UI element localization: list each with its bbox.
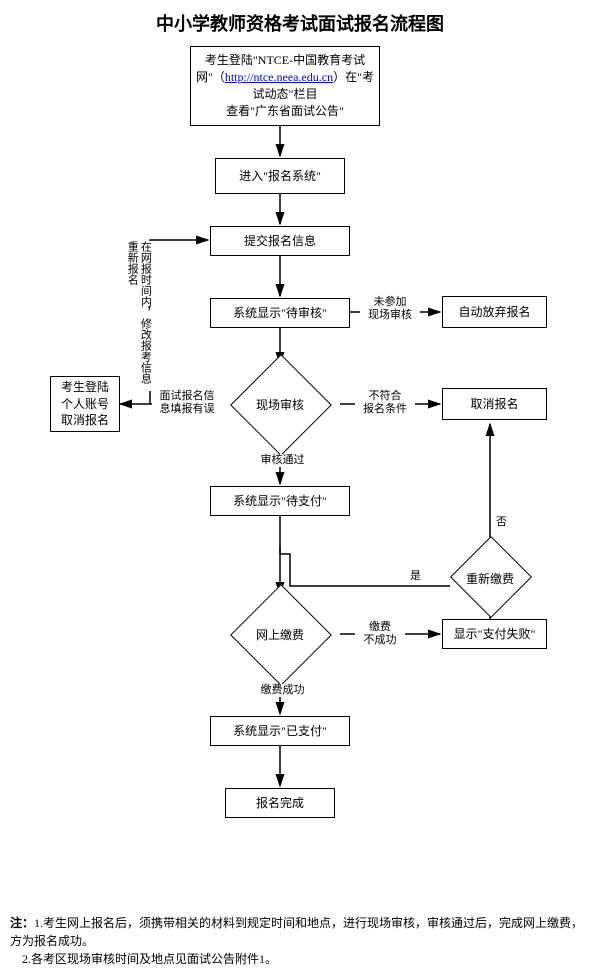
notes-lead: 注： — [10, 916, 34, 930]
flowchart: 考生登陆"NTCE-中国教育考试网"（http://ntce.neea.edu.… — [10, 46, 590, 906]
node-complete: 报名完成 — [225, 788, 335, 818]
label-pay-fail: 缴费 不成功 — [355, 621, 405, 647]
node-auto-abandon: 自动放弃报名 — [442, 296, 547, 328]
node-pending-payment: 系统显示"待支付" — [210, 486, 350, 516]
node-cancel-login: 考生登陆 个人账号 取消报名 — [50, 376, 120, 432]
label-pay-success: 缴费成功 — [255, 684, 310, 697]
label-info-error: 面试报名信 息填报有误 — [152, 390, 222, 416]
notes-line1: 1.考生网上报名后，须携带相关的材料到规定时间和地点，进行现场审核，审核通过后，… — [10, 916, 583, 948]
node-pay-failed: 显示"支付失败" — [442, 619, 547, 649]
node-submit-info: 提交报名信息 — [210, 226, 350, 256]
page-title: 中小学教师资格考试面试报名流程图 — [10, 10, 590, 36]
label-repay-no: 否 — [496, 516, 507, 529]
label-loop-modify: 在网报时间内，修改报考信息重新报名 — [125, 241, 151, 391]
node-enter-system: 进入"报名系统" — [215, 158, 345, 194]
notes-line2: 2.各考区现场审核时间及地点见面试公告附件1。 — [22, 952, 277, 966]
node-paid: 系统显示"已支付" — [210, 716, 350, 746]
label-not-attend: 未参加 现场审核 — [360, 296, 420, 322]
label-review-pass: 审核通过 — [255, 454, 310, 467]
label-repay-yes: 是 — [410, 570, 421, 583]
node-cancel-registration: 取消报名 — [442, 388, 547, 420]
ntce-link[interactable]: http://ntce.neea.edu.cn — [225, 70, 333, 84]
node-pending-review: 系统显示"待审核" — [210, 298, 350, 328]
notes: 注：1.考生网上报名后，须携带相关的材料到规定时间和地点，进行现场审核，审核通过… — [10, 914, 590, 968]
label-not-qualified: 不符合 报名条件 — [355, 390, 415, 416]
node-login-ntce: 考生登陆"NTCE-中国教育考试网"（http://ntce.neea.edu.… — [190, 46, 380, 126]
